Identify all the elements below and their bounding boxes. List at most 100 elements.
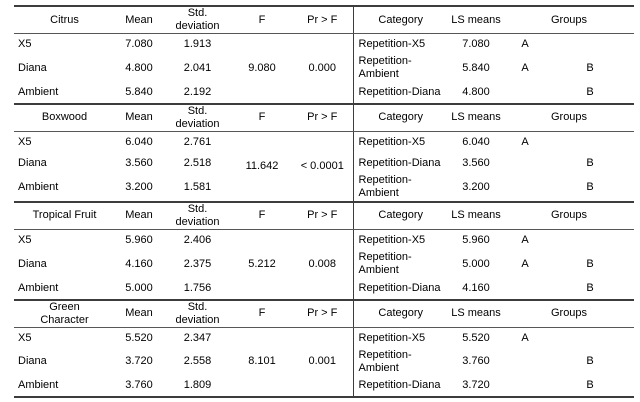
f-value: 8.101 bbox=[248, 355, 276, 368]
mean-value: 5.840 bbox=[125, 85, 153, 98]
col-header-category: Category bbox=[352, 201, 448, 231]
f-value: 11.642 bbox=[245, 159, 279, 172]
col-header-ls-means: LS means bbox=[448, 201, 504, 231]
group-b-letter: B bbox=[586, 355, 594, 368]
table-row: X5 6.040 2.761 11.642 < 0.0001 Repetitio… bbox=[14, 131, 634, 172]
ls-means-value: 3.760 bbox=[462, 355, 490, 368]
f-value: 9.080 bbox=[248, 62, 276, 75]
table-row: Ambient 5.000 1.756 Repetition-Diana 4.1… bbox=[14, 277, 634, 299]
treatment-name: X5 bbox=[18, 233, 32, 246]
ls-means-value: 5.840 bbox=[462, 61, 490, 74]
group-b-letter bbox=[546, 132, 634, 153]
group-b-letter: B bbox=[586, 156, 594, 169]
group-b-letter bbox=[546, 34, 634, 55]
group-a-letter bbox=[504, 153, 546, 174]
group-a-letter: A bbox=[521, 61, 529, 74]
table-row: Diana 3.560 2.518 Repetition-Diana 3.560… bbox=[14, 152, 634, 174]
section-title: Tropical Fruit bbox=[14, 201, 115, 231]
table-row: X5 5.960 2.406 5.212 0.008 Repetition-X5… bbox=[14, 229, 634, 270]
col-header-std-deviation: Std. deviation bbox=[163, 103, 232, 133]
mean-value: 3.200 bbox=[125, 180, 153, 193]
category-name: Repetition- Ambient bbox=[352, 173, 448, 201]
std-deviation-value: 1.913 bbox=[183, 38, 212, 51]
group-a-letter bbox=[504, 278, 546, 299]
treatment-name: X5 bbox=[18, 331, 32, 344]
header-row: Green Character Mean Std. deviation F Pr… bbox=[14, 299, 635, 328]
mean-value: 5.960 bbox=[125, 233, 153, 246]
std-deviation-value: 2.041 bbox=[183, 61, 212, 74]
category-name: Repetition-X5 bbox=[352, 229, 448, 251]
treatment-name: Diana bbox=[18, 61, 47, 74]
group-b-letter bbox=[546, 328, 634, 349]
ls-means-value: 5.520 bbox=[462, 331, 490, 344]
anova-section-citrus: Citrus Mean Std. deviation F Pr > F Cate… bbox=[14, 5, 635, 103]
group-b-letter: B bbox=[586, 61, 594, 74]
pr-f-value: 0.000 bbox=[308, 62, 337, 75]
table-row: Diana 3.720 2.558 Repetition- Ambient 3.… bbox=[14, 348, 634, 376]
group-a-letter bbox=[504, 349, 546, 376]
treatment-name: Ambient bbox=[18, 85, 59, 98]
f-value: 5.212 bbox=[248, 257, 276, 270]
group-b-letter: B bbox=[586, 180, 594, 193]
col-header-f: F bbox=[232, 201, 292, 231]
table-row: Ambient 3.760 1.809 Repetition-Diana 3.7… bbox=[14, 375, 634, 397]
col-header-mean: Mean bbox=[115, 299, 163, 328]
col-header-mean: Mean bbox=[115, 103, 163, 133]
ls-means-value: 5.000 bbox=[462, 257, 490, 270]
col-header-pr-f: Pr > F bbox=[292, 299, 353, 328]
anova-section-green-character: Green Character Mean Std. deviation F Pr… bbox=[14, 298, 635, 398]
col-header-std-deviation: Std. deviation bbox=[163, 299, 232, 328]
std-deviation-value: 1.809 bbox=[183, 378, 212, 391]
category-name: Repetition-X5 bbox=[352, 131, 448, 153]
group-b-letter bbox=[546, 230, 634, 251]
category-name: Repetition-Diana bbox=[352, 277, 448, 299]
std-deviation-value: 2.558 bbox=[183, 355, 212, 368]
category-name: Repetition-Diana bbox=[352, 375, 448, 397]
table-row: Diana 4.160 2.375 Repetition- Ambient 5.… bbox=[14, 250, 634, 278]
col-header-ls-means: LS means bbox=[448, 299, 504, 328]
treatment-name: Ambient bbox=[18, 180, 59, 193]
std-deviation-value: 1.581 bbox=[183, 180, 212, 193]
col-header-ls-means: LS means bbox=[448, 6, 504, 35]
category-name: Repetition- Ambient bbox=[352, 250, 448, 278]
std-deviation-value: 2.192 bbox=[183, 85, 212, 98]
group-a-letter: A bbox=[521, 135, 529, 148]
col-header-mean: Mean bbox=[115, 201, 163, 231]
col-header-f: F bbox=[232, 6, 292, 35]
mean-value: 7.080 bbox=[125, 38, 153, 51]
group-a-letter bbox=[504, 376, 546, 397]
col-header-category: Category bbox=[352, 6, 448, 35]
col-header-category: Category bbox=[352, 103, 448, 133]
col-header-groups: Groups bbox=[504, 6, 635, 35]
mean-value: 3.720 bbox=[125, 355, 153, 368]
group-a-letter: A bbox=[521, 38, 529, 51]
group-b-letter: B bbox=[586, 257, 594, 270]
std-deviation-value: 2.761 bbox=[183, 135, 212, 148]
treatment-name: Diana bbox=[18, 355, 47, 368]
std-deviation-value: 2.347 bbox=[183, 331, 212, 344]
std-deviation-value: 2.406 bbox=[183, 233, 212, 246]
col-header-pr-f: Pr > F bbox=[292, 103, 353, 133]
col-header-mean: Mean bbox=[115, 6, 163, 35]
anova-section-tropical-fruit: Tropical Fruit Mean Std. deviation F Pr … bbox=[14, 200, 635, 299]
category-name: Repetition-X5 bbox=[352, 33, 448, 55]
category-name: Repetition-X5 bbox=[352, 327, 448, 349]
group-b-letter: B bbox=[586, 281, 594, 294]
header-row: Boxwood Mean Std. deviation F Pr > F Cat… bbox=[14, 103, 635, 133]
mean-value: 4.160 bbox=[125, 257, 153, 270]
treatment-name: X5 bbox=[18, 38, 32, 51]
table-row: X5 5.520 2.347 8.101 0.001 Repetition-X5… bbox=[14, 327, 634, 367]
category-name: Repetition- Ambient bbox=[352, 54, 448, 82]
group-a-letter bbox=[504, 82, 546, 103]
group-a-letter: A bbox=[521, 257, 529, 270]
category-name: Repetition-Diana bbox=[352, 152, 448, 174]
col-header-ls-means: LS means bbox=[448, 103, 504, 133]
group-a-letter: A bbox=[521, 233, 529, 246]
table-row: X5 7.080 1.913 9.080 0.000 Repetition-X5… bbox=[14, 33, 634, 74]
group-a-letter bbox=[504, 174, 546, 201]
header-row: Tropical Fruit Mean Std. deviation F Pr … bbox=[14, 201, 635, 231]
table-row: Ambient 3.200 1.581 Repetition- Ambient … bbox=[14, 173, 634, 201]
col-header-groups: Groups bbox=[504, 103, 635, 133]
group-a-letter: A bbox=[521, 331, 529, 344]
